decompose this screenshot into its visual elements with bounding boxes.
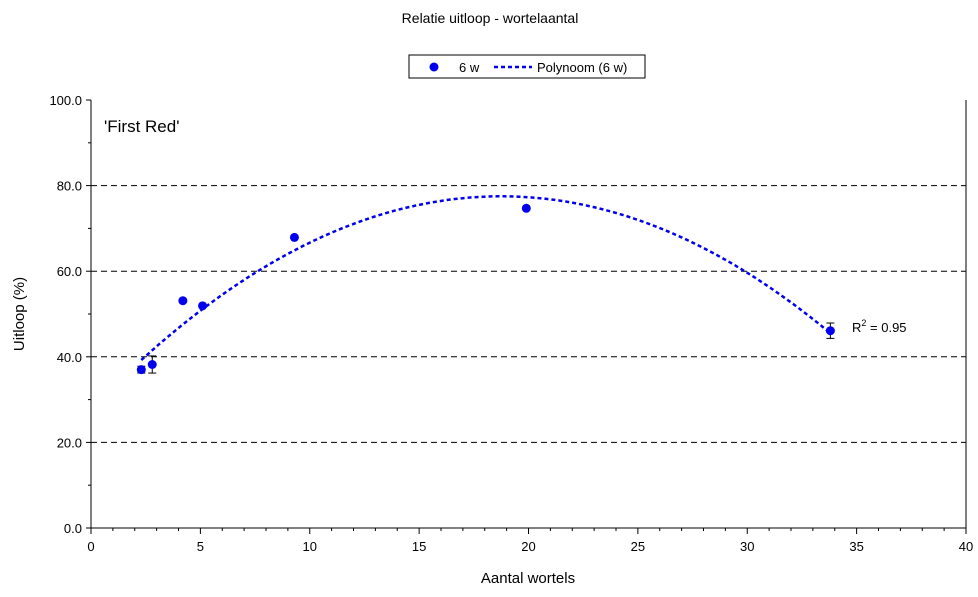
- y-axis-label: Uitloop (%): [11, 277, 28, 351]
- y-tick-label: 80.0: [57, 179, 82, 194]
- data-point: [289, 232, 299, 242]
- r-squared-label: R2 = 0.95: [852, 318, 907, 335]
- annotation-first-red: 'First Red': [104, 117, 179, 136]
- data-point: [198, 301, 208, 311]
- y-tick-label: 40.0: [57, 350, 82, 365]
- x-axis-label: Aantal wortels: [481, 570, 575, 587]
- x-tick-label: 0: [87, 539, 94, 554]
- legend-label-trendline: Polynoom (6 w): [537, 60, 627, 75]
- data-point: [136, 365, 146, 375]
- axes: [90, 100, 967, 529]
- data-point: [825, 326, 835, 336]
- x-tick-label: 5: [197, 539, 204, 554]
- x-tick-label: 40: [959, 539, 973, 554]
- x-tick-label: 20: [521, 539, 535, 554]
- trendline-path: [140, 195, 832, 361]
- data-point: [178, 296, 188, 306]
- legend: 6 w Polynoom (6 w): [408, 54, 646, 79]
- data-point: [147, 360, 157, 370]
- gridlines: [91, 185, 966, 443]
- legend-marker-6w: [429, 62, 439, 72]
- chart-title: Relatie uitloop - wortelaantal: [402, 10, 579, 26]
- x-tick-label: 10: [303, 539, 317, 554]
- y-tick-label: 20.0: [57, 435, 82, 450]
- y-ticks: 0.0 20.0 40.0 60.0 80.0 100.0: [49, 93, 91, 536]
- x-tick-label: 35: [849, 539, 863, 554]
- y-tick-label: 60.0: [57, 264, 82, 279]
- x-tick-label: 15: [412, 539, 426, 554]
- x-tick-label: 30: [740, 539, 754, 554]
- legend-label-6w: 6 w: [459, 60, 480, 75]
- data-point: [521, 203, 531, 213]
- data-points: [136, 203, 835, 375]
- y-tick-label: 100.0: [49, 93, 82, 108]
- y-tick-label: 0.0: [64, 521, 82, 536]
- x-tick-label: 25: [631, 539, 645, 554]
- trendline: [140, 195, 832, 361]
- x-ticks: 0 5 10 15 20 25 30 35 40: [87, 528, 973, 554]
- legend-box: [408, 54, 646, 79]
